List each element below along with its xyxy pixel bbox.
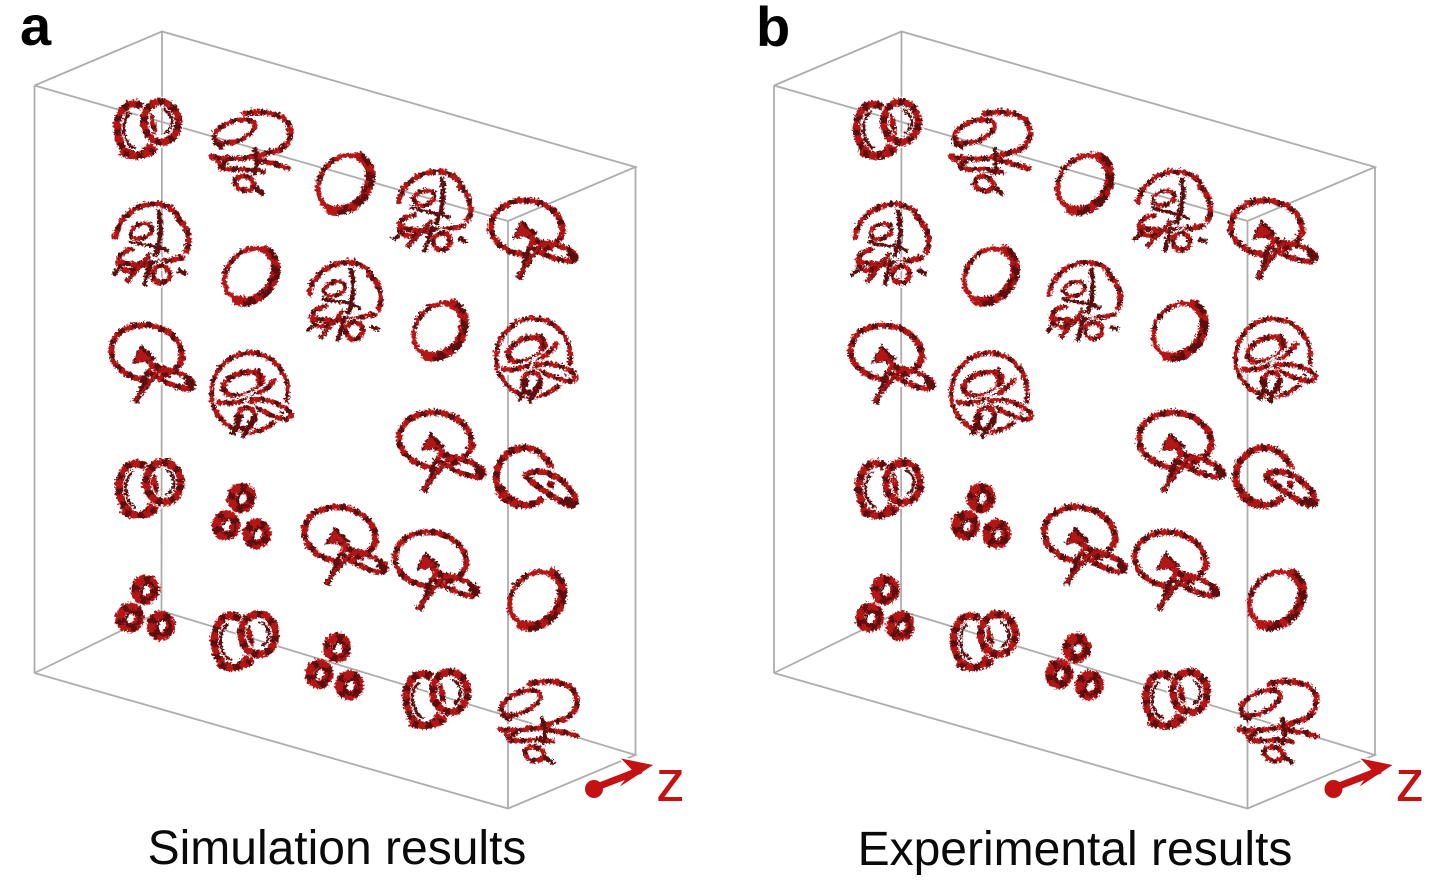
svg-text:a: a <box>20 0 52 57</box>
svg-text:Simulation results: Simulation results <box>148 822 527 875</box>
svg-text:z: z <box>1396 749 1425 814</box>
svg-text:z: z <box>656 749 685 814</box>
svg-text:b: b <box>756 0 790 58</box>
svg-text:Experimental results: Experimental results <box>858 823 1293 876</box>
